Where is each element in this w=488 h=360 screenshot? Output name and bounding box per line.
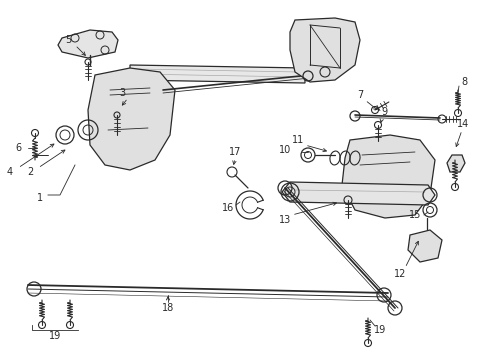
Text: 6: 6 <box>15 143 21 153</box>
Text: 19: 19 <box>373 325 386 335</box>
Polygon shape <box>341 135 434 218</box>
Text: 2: 2 <box>27 167 33 177</box>
Text: 9: 9 <box>380 107 386 117</box>
Polygon shape <box>407 230 441 262</box>
Polygon shape <box>58 30 118 58</box>
Text: 17: 17 <box>228 147 241 157</box>
Text: 3: 3 <box>119 88 125 98</box>
Text: 11: 11 <box>291 135 304 145</box>
Polygon shape <box>289 18 359 82</box>
Text: 18: 18 <box>162 303 174 313</box>
Text: 8: 8 <box>460 77 466 87</box>
Text: 7: 7 <box>356 90 363 100</box>
Text: 10: 10 <box>278 145 290 155</box>
Text: 5: 5 <box>65 35 71 45</box>
Text: 14: 14 <box>456 119 468 129</box>
Polygon shape <box>88 68 175 170</box>
Text: 19: 19 <box>49 331 61 341</box>
Polygon shape <box>130 65 305 83</box>
Text: 15: 15 <box>408 210 420 220</box>
Polygon shape <box>446 155 464 172</box>
Polygon shape <box>282 182 434 205</box>
Text: 12: 12 <box>393 269 406 279</box>
Text: 4: 4 <box>7 167 13 177</box>
Text: 16: 16 <box>222 203 234 213</box>
Text: 1: 1 <box>37 193 43 203</box>
Text: 13: 13 <box>278 215 290 225</box>
